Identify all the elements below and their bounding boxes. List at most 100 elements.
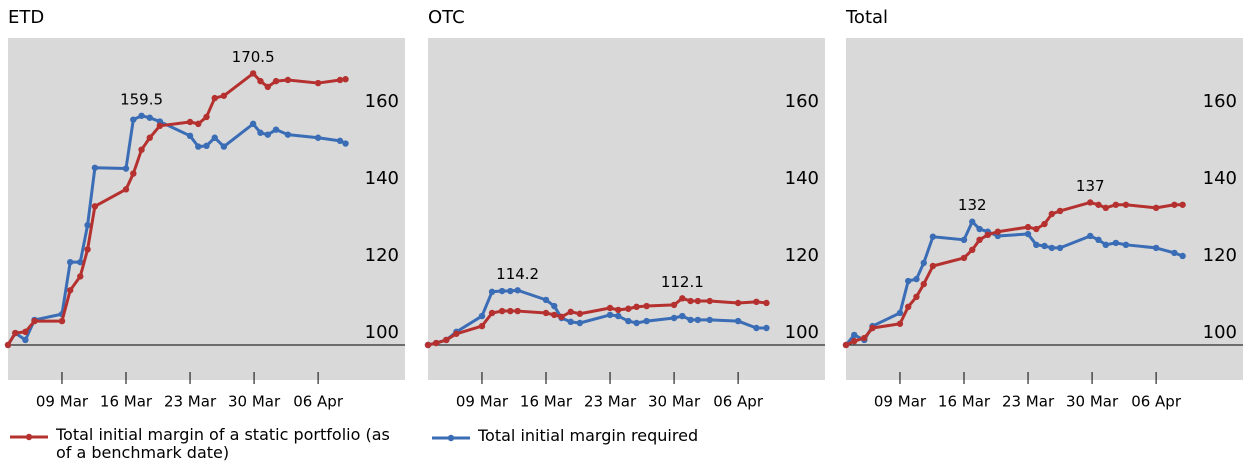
- marker: [1102, 204, 1109, 212]
- marker: [264, 131, 271, 138]
- value-label: 159.5: [120, 90, 163, 108]
- marker: [342, 140, 349, 147]
- marker: [1112, 239, 1120, 247]
- marker: [763, 324, 770, 332]
- x-tick-label: 06 Apr: [1131, 393, 1182, 411]
- marker: [1048, 244, 1056, 252]
- marker: [58, 317, 66, 325]
- marker: [478, 312, 486, 320]
- marker: [960, 236, 968, 244]
- marker: [203, 113, 210, 121]
- x-tick-label: 09 Mar: [36, 393, 89, 411]
- marker: [920, 259, 927, 267]
- x-tick-label: 30 Mar: [648, 393, 701, 411]
- y-tick-label: 100: [365, 322, 399, 343]
- marker: [1179, 201, 1186, 208]
- x-tick-label: 09 Mar: [456, 393, 509, 411]
- marker: [1179, 252, 1186, 260]
- marker: [1024, 223, 1032, 231]
- marker: [138, 112, 145, 119]
- marker: [1152, 204, 1160, 212]
- marker: [12, 329, 19, 337]
- marker: [1087, 199, 1094, 206]
- marker: [679, 295, 686, 302]
- marker: [869, 324, 876, 332]
- marker: [542, 309, 550, 317]
- marker: [960, 254, 968, 262]
- marker: [687, 297, 694, 305]
- y-tick-label: 100: [1203, 322, 1237, 343]
- y-tick-label: 160: [785, 91, 819, 112]
- value-label: 170.5: [232, 48, 275, 66]
- marker: [643, 302, 650, 310]
- legend-label: Total initial margin required: [478, 427, 699, 445]
- marker: [1095, 201, 1102, 208]
- marker: [905, 277, 912, 285]
- marker: [576, 319, 584, 327]
- marker: [615, 312, 622, 320]
- y-tick-label: 100: [785, 322, 819, 343]
- marker: [929, 262, 937, 270]
- marker: [130, 170, 137, 177]
- marker: [220, 143, 228, 150]
- marker: [976, 225, 983, 233]
- marker: [257, 129, 264, 136]
- marker: [1056, 207, 1064, 215]
- marker: [507, 307, 514, 315]
- value-label: 114.2: [496, 265, 539, 283]
- plot-background: [8, 38, 405, 380]
- marker: [314, 134, 322, 141]
- x-tick-label: 30 Mar: [228, 393, 281, 411]
- marker: [249, 70, 257, 77]
- marker: [84, 246, 91, 253]
- marker: [643, 317, 650, 325]
- y-tick-label: 140: [365, 168, 399, 189]
- marker: [551, 311, 558, 319]
- marker: [257, 77, 264, 85]
- marker: [195, 143, 202, 150]
- x-tick-label: 23 Mar: [584, 393, 637, 411]
- marker: [896, 320, 904, 327]
- legend-label: Total initial margin of a static portfol…: [56, 426, 390, 462]
- marker: [984, 231, 991, 239]
- y-tick-label: 160: [365, 91, 399, 112]
- marker: [734, 317, 742, 325]
- marker: [146, 114, 153, 121]
- x-tick-label: 16 Mar: [520, 393, 573, 411]
- marker: [1112, 201, 1120, 208]
- marker: [694, 316, 702, 324]
- marker: [31, 317, 38, 325]
- marker: [342, 76, 349, 83]
- value-label: 112.1: [661, 273, 704, 291]
- marker: [851, 337, 858, 345]
- marker: [753, 324, 760, 332]
- marker: [156, 122, 164, 130]
- marker: [625, 317, 632, 325]
- marker: [606, 304, 614, 312]
- x-tick-label: 16 Mar: [938, 393, 991, 411]
- x-tick-label: 06 Apr: [293, 393, 344, 411]
- marker: [272, 126, 280, 133]
- marker: [1056, 244, 1064, 252]
- marker: [186, 132, 194, 140]
- marker: [1152, 244, 1160, 252]
- marker: [507, 287, 514, 295]
- marker: [488, 288, 496, 296]
- marker: [122, 186, 130, 193]
- marker: [186, 118, 194, 126]
- marker: [905, 303, 912, 311]
- marker: [284, 76, 292, 84]
- marker: [195, 120, 202, 128]
- marker: [1102, 241, 1109, 249]
- marker: [625, 305, 632, 312]
- marker: [336, 137, 344, 145]
- marker: [606, 311, 614, 319]
- marker: [4, 341, 12, 349]
- value-label: 132: [958, 196, 987, 214]
- value-label: 137: [1076, 177, 1105, 195]
- marker: [1033, 225, 1040, 233]
- marker: [453, 330, 460, 337]
- x-tick-label: 30 Mar: [1066, 393, 1119, 411]
- marker: [478, 322, 486, 330]
- marker: [734, 299, 742, 307]
